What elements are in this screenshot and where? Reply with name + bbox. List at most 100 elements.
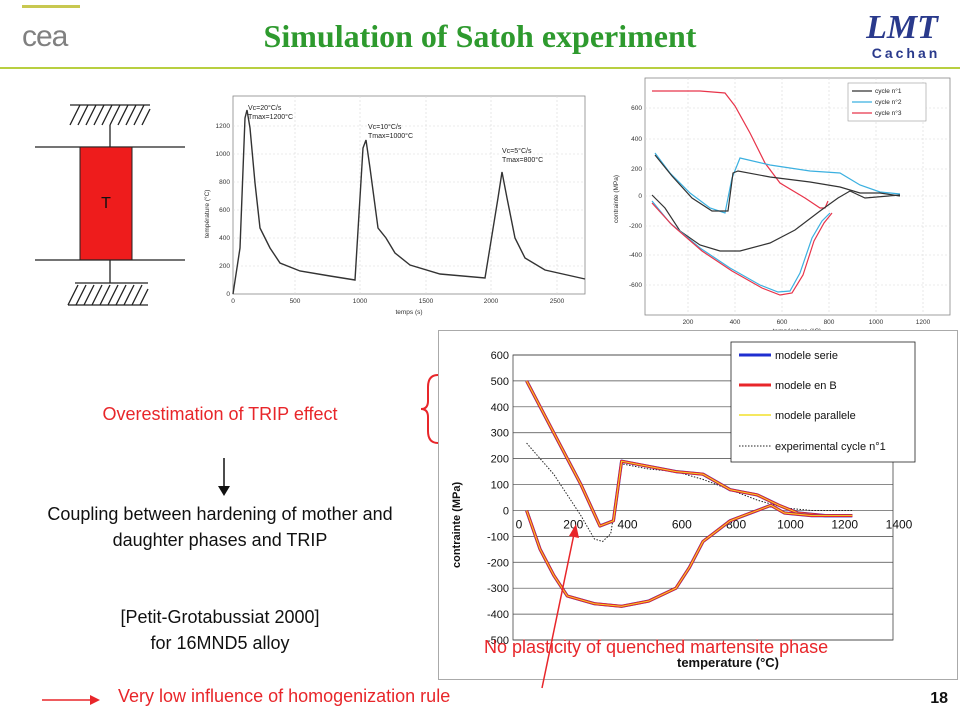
cea-logo-bar xyxy=(22,5,80,8)
y-tick: 200 xyxy=(219,263,230,270)
x-tick-label: 200 xyxy=(563,517,583,531)
reference-line1: [Petit-Grotabussiat 2000] xyxy=(120,607,320,627)
x-tick: 1200 xyxy=(916,319,931,326)
page-title: Simulation of Satoh experiment xyxy=(263,18,697,54)
sample-schematic: T xyxy=(35,104,185,306)
y-tick: 200 xyxy=(631,166,642,173)
y-tick-label: 400 xyxy=(491,402,509,414)
red-brace-icon xyxy=(420,374,439,444)
x-axis-label: temps (s) xyxy=(395,309,422,316)
bottom-hatch xyxy=(35,259,185,306)
x-tick: 600 xyxy=(777,319,788,326)
legend: modele serie modele en B modele parallel… xyxy=(730,341,916,463)
cea-logo: cea xyxy=(22,20,68,53)
y-tick: -200 xyxy=(629,223,642,230)
annotation-1-line2: Tmax=1200°C xyxy=(248,113,293,121)
y-tick: 0 xyxy=(226,291,230,298)
legend-box xyxy=(730,341,916,463)
y-tick: 600 xyxy=(631,105,642,112)
x-tick: 2500 xyxy=(550,298,565,305)
x-tick-label: 1200 xyxy=(831,517,858,531)
x-tick: 0 xyxy=(231,298,235,305)
y-tick: 600 xyxy=(219,207,230,214)
y-tick: 0 xyxy=(638,193,642,200)
coupling-note: Coupling between hardening of mother and… xyxy=(47,504,393,550)
x-tick: 800 xyxy=(824,319,835,326)
y-tick: -600 xyxy=(629,282,642,289)
lmt-logo: LMT Cachan xyxy=(865,9,941,61)
homogenization-note: Very low influence of homogenization rul… xyxy=(118,686,451,706)
cycle2-lower xyxy=(651,200,831,293)
y-tick-label: -100 xyxy=(487,531,509,543)
down-arrow-icon xyxy=(218,458,230,496)
overestimation-note: Overestimation of TRIP effect xyxy=(102,404,338,424)
x-tick-label: 0 xyxy=(516,517,523,531)
y-tick: 400 xyxy=(219,235,230,242)
simulation-chart: 0 200 400 600 800 1000 1200 1400 60050040030020… xyxy=(438,330,958,680)
legend-enb: modele en B xyxy=(775,380,837,392)
y-tick-label: 600 xyxy=(491,350,509,362)
legend-parallele: modele parallele xyxy=(775,410,856,422)
header-divider xyxy=(0,67,960,69)
top-hatch xyxy=(35,104,185,148)
y-tick-label: -500 xyxy=(487,635,509,647)
y-tick-label: 0 xyxy=(503,505,509,517)
experimental-cycles-plot: cycle n°1 cycle n°2 cycle n°3 200 400 60… xyxy=(600,73,955,335)
y-tick-label: 500 xyxy=(491,376,509,388)
cycle3-lower xyxy=(651,202,833,296)
y-tick-label: 200 xyxy=(491,454,509,466)
lmt-logo-text: LMT xyxy=(865,9,939,46)
x-tick: 1500 xyxy=(419,298,434,305)
y-tick-label: 300 xyxy=(491,428,509,440)
x-tick: 200 xyxy=(683,319,694,326)
model-parallele-lower xyxy=(526,504,853,607)
annotation-3-line2: Tmax=800°C xyxy=(502,156,543,164)
legend-cycle2: cycle n°2 xyxy=(875,98,902,106)
legend-cycle1: cycle n°1 xyxy=(875,87,902,95)
y-tick-label: -300 xyxy=(487,583,509,595)
y-tick-label: -200 xyxy=(487,557,509,569)
x-tick: 400 xyxy=(730,319,741,326)
annotation-2-line2: Tmax=1000°C xyxy=(368,132,413,140)
x-tick-label: 1400 xyxy=(886,517,913,531)
x-tick: 500 xyxy=(290,298,301,305)
red-pointer-arrow xyxy=(541,524,579,689)
x-tick-label: 600 xyxy=(672,517,692,531)
x-tick-label: 400 xyxy=(618,517,638,531)
plot-frame xyxy=(232,95,586,295)
legend-cycle3: cycle n°3 xyxy=(875,109,902,117)
x-tick-label: 1000 xyxy=(777,517,804,531)
cycle3-upper xyxy=(652,90,829,209)
y-tick-label: 100 xyxy=(491,480,509,492)
legend-experimental: experimental cycle n°1 xyxy=(775,441,886,453)
cycle1-upper xyxy=(654,154,901,212)
y-tick: 800 xyxy=(219,179,230,186)
model-parallele-upper xyxy=(526,380,853,527)
x-axis-label: temperature (°C) xyxy=(677,655,779,670)
y-axis-label: contrainte (MPa) xyxy=(613,175,620,223)
temperature-time-plot: Vc=20°C/s Tmax=1200°C Vc=10°C/s Tmax=100… xyxy=(200,88,595,320)
cycle2-upper xyxy=(654,152,901,214)
y-tick: 400 xyxy=(631,136,642,143)
page-number: 18 xyxy=(930,690,948,707)
y-tick: 1200 xyxy=(216,123,231,130)
y-tick-label: -400 xyxy=(487,609,509,621)
annotation-1-line1: Vc=20°C/s xyxy=(248,104,282,112)
y-tick: -400 xyxy=(629,252,642,259)
lmt-logo-cachan: Cachan xyxy=(872,45,941,61)
y-tick: 1000 xyxy=(216,151,231,158)
reference-line2: for 16MND5 alloy xyxy=(150,633,290,653)
no-plasticity-note: No plasticity of quenched martensite pha… xyxy=(484,637,829,657)
x-tick: 2000 xyxy=(484,298,499,305)
annotation-3-line1: Vc=5°C/s xyxy=(502,147,532,155)
y-axis-label: température (°C) xyxy=(203,190,211,238)
grid xyxy=(233,96,585,294)
annotation-2-line1: Vc=10°C/s xyxy=(368,123,402,131)
temperature-curve xyxy=(232,109,586,295)
y-axis-label: contrainte (MPa) xyxy=(451,481,463,568)
sample-label: T xyxy=(101,195,111,212)
legend-serie: modele serie xyxy=(775,350,838,362)
x-tick: 1000 xyxy=(869,319,884,326)
x-tick: 1000 xyxy=(353,298,368,305)
right-arrow-icon xyxy=(42,695,100,705)
